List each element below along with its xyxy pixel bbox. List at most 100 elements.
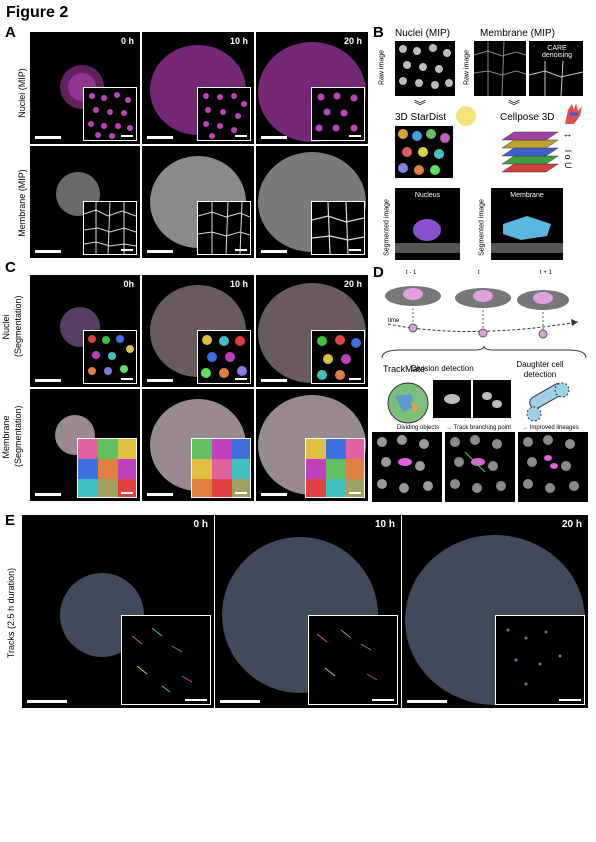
d-timeline-diagram [378,278,588,348]
d-track-branching-label: → Track branching point [446,425,512,431]
inset [197,330,251,384]
image-a-nuclei-0h: 0 h [30,32,140,144]
image-a-nuclei-20h: 20 h [256,32,368,144]
d-detection-label: detection [523,370,557,379]
scale-bar [220,700,260,703]
image-a-membrane-0h [30,146,140,258]
time-label: 10 h [229,36,248,46]
panel-label-d: D [373,264,384,281]
time-label: 0h [123,279,134,289]
b-nucleus-label: Nucleus [414,192,441,199]
d-frame-t-minus-1: t - 1 [406,270,417,276]
time-label: 20 h [343,279,362,289]
inset-scale-bar [349,249,361,251]
d-frame-t: t [478,270,480,276]
inset-scale-bar [121,249,133,251]
time-label: 0 h [120,36,134,46]
scale-bar [261,379,287,382]
b-segmented-label-2: Segmented image [478,199,486,256]
image-c-nuclei-20h: 20 h [256,275,368,387]
d-brace [380,345,588,360]
inset [311,201,365,255]
d-trackmate-label: TrackMate [383,364,426,374]
b-membrane-title: Membrane (MIP) [480,28,556,39]
b-raw-image-label-1: Raw image [378,50,386,86]
image-c-membrane-20h [256,389,368,501]
d-dividing-objects-label: Dividing objects [397,425,440,431]
d-trackmate-icon [385,380,431,426]
inset-scale-bar [235,249,247,251]
inset [197,87,251,141]
inset-scale-bar [235,135,247,137]
inset-scale-bar [235,492,247,494]
scale-bar [261,250,287,253]
image-a-nuclei-10h: 10 h [142,32,254,144]
inset [191,438,251,498]
d-division-image-2 [473,380,511,418]
d-dividing-objects-image [372,432,442,502]
scale-bar [27,700,67,703]
scale-bar [35,379,61,382]
b-z-axis-label: ↕ [562,133,573,138]
time-label: 20 h [343,36,362,46]
figure-title: Figure 2 [6,4,69,21]
d-division-image-1 [433,380,471,418]
image-e-tracks-20h: 20 h [402,515,588,708]
d-time-label: time [388,318,400,324]
image-a-membrane-10h [142,146,254,258]
b-raw-image-label-2: Raw image [463,50,471,86]
b-raw-nuclei-image [395,41,455,96]
panel-label-b: B [373,24,384,41]
inset [311,330,365,384]
b-stardist-image [395,126,453,178]
c-row-label-membrane: Membrane [1,415,11,459]
star-icon [456,106,476,126]
panel-label-a: A [5,24,16,41]
inset-scale-bar [349,492,361,494]
row-label-nuclei-mip: Nuclei (MIP) [17,68,27,118]
b-raw-membrane-image [474,41,526,96]
image-c-membrane-0h [30,389,140,501]
inset-scale-bar [121,378,133,380]
inset [121,615,211,705]
b-care-label: CARE denoising [542,45,572,59]
image-c-membrane-10h [142,389,254,501]
time-label: 20 h [561,519,582,530]
scale-bar [35,136,61,139]
c-row-label-seg-1: (Segmentation) [13,295,23,357]
scale-bar [35,493,61,496]
d-improved-lineages-image [518,432,588,502]
b-nuclei-title: Nuclei (MIP) [395,28,451,39]
down-arrow-icon: ︾ [508,99,521,113]
b-nucleus-3d-image: Nucleus [395,188,460,260]
time-label: 10 h [229,279,248,289]
scale-bar [407,700,447,703]
image-a-membrane-20h [256,146,368,258]
inset [197,201,251,255]
b-cellpose-stack [496,126,564,184]
inset [83,87,137,141]
b-z-axis-text: l o U [563,150,573,169]
inset [305,438,365,498]
inset-scale-bar [559,699,581,701]
inset-scale-bar [185,699,207,701]
time-label: 0 h [193,519,208,530]
c-row-label-nuclei: Nuclei [1,314,11,340]
inset [83,330,137,384]
scale-bar [147,379,173,382]
inset [83,201,137,255]
scale-bar [147,136,173,139]
b-membrane-label: Membrane [510,192,544,199]
scale-bar [147,493,173,496]
hand-icon [560,100,586,126]
scale-bar [147,250,173,253]
inset-scale-bar [349,135,361,137]
d-improved-lineages-label: → Improved lineages [522,425,579,431]
image-c-nuclei-0h: 0h [30,275,140,387]
panel-label-c: C [5,259,16,276]
d-track-branching-image [445,432,515,502]
image-e-tracks-0h: 0 h [22,515,214,708]
d-division-detection-label: Division detection [411,364,474,373]
b-cellpose-label: Cellpose 3D [500,112,555,123]
c-row-label-seg-2: (Segmentation) [13,405,23,467]
